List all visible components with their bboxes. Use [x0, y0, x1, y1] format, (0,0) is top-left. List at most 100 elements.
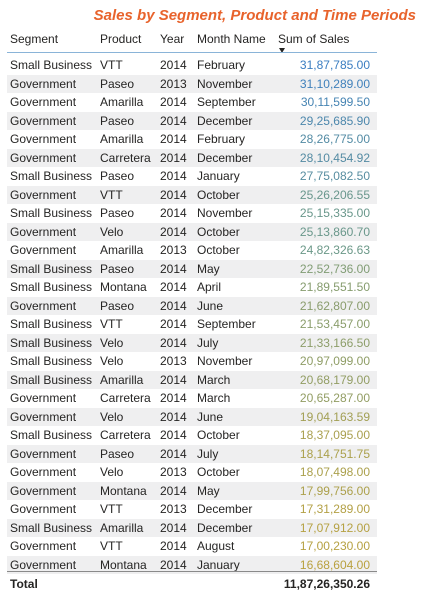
table-row[interactable]: Government Amarilla 2014 February 28,26,775.… [0, 130, 422, 149]
table-row[interactable]: Government Paseo 2013 November 31,10,289.00 [0, 74, 422, 93]
table-row[interactable]: Government Velo 2014 October 25,13,860.70 [0, 222, 422, 241]
table-row[interactable]: Small Business Montana 2014 April 21,89,551.… [0, 278, 422, 297]
cell-year: 2014 [160, 95, 187, 109]
cell-segment: Small Business [10, 317, 93, 331]
cell-segment: Small Business [10, 354, 93, 368]
table-row[interactable]: Government Paseo 2014 December 29,25,685.90 [0, 111, 422, 130]
cell-segment: Government [10, 557, 77, 572]
cell-sum-of-sales: 17,31,289.00 [299, 502, 370, 516]
cell-segment: Government [10, 224, 77, 239]
table-row[interactable]: Government Amarilla 2014 September 30,11,599… [0, 93, 422, 112]
table-row[interactable]: Small Business VTT 2014 September 21,53,457.… [0, 315, 422, 334]
cell-segment: Small Business [10, 428, 93, 442]
table-row[interactable]: Government Carretera 2014 March 20,65,287.00 [0, 389, 422, 408]
cell-sum-of-sales: 17,00,230.00 [299, 539, 370, 553]
cell-sum-of-sales: 27,75,082.50 [299, 169, 370, 183]
table-row[interactable]: Government Montana 2014 May 17,99,756.00 [0, 481, 422, 500]
cell-sum-of-sales: 16,68,604.00 [299, 557, 370, 572]
cell-segment: Government [10, 483, 77, 498]
cell-product: Amarilla [100, 132, 144, 146]
cell-month-name: November [197, 354, 253, 368]
table-row[interactable]: Small Business Paseo 2014 January 27,75,082.… [0, 167, 422, 186]
table-row[interactable]: Government Paseo 2014 June 21,62,807.00 [0, 296, 422, 315]
cell-product: VTT [100, 187, 123, 202]
cell-year: 2013 [160, 502, 187, 516]
cell-year: 2014 [160, 261, 187, 276]
table-row[interactable]: Government Carretera 2014 December 28,10,454… [0, 148, 422, 167]
cell-segment: Government [10, 409, 77, 424]
table-row[interactable]: Government VTT 2014 October 25,26,206.55 [0, 185, 422, 204]
cell-year: 2013 [160, 465, 187, 479]
total-label: Total [10, 577, 38, 591]
cell-sum-of-sales: 25,26,206.55 [299, 187, 370, 202]
table-row[interactable]: Government VTT 2013 December 17,31,289.00 [0, 500, 422, 519]
table-row[interactable]: Government VTT 2014 August 17,00,230.00 [0, 537, 422, 556]
cell-year: 2014 [160, 187, 187, 202]
cell-month-name: July [197, 446, 219, 461]
cell-month-name: December [197, 502, 253, 516]
table-row[interactable]: Small Business Paseo 2014 May 22,52,736.00 [0, 259, 422, 278]
cell-product: Amarilla [100, 520, 144, 535]
cell-year: 2014 [160, 113, 187, 128]
cell-product: Amarilla [100, 95, 144, 109]
cell-month-name: November [197, 76, 253, 91]
table-row[interactable]: Small Business Carretera 2014 October 18,37,… [0, 426, 422, 445]
column-header-product[interactable]: Product [100, 32, 142, 46]
cell-sum-of-sales: 18,14,751.75 [299, 446, 370, 461]
cell-sum-of-sales: 31,87,785.00 [299, 58, 370, 72]
cell-month-name: January [197, 557, 240, 572]
cell-month-name: May [197, 483, 220, 498]
row-stripe [7, 444, 377, 463]
cell-year: 2014 [160, 206, 187, 220]
cell-sum-of-sales: 28,10,454.92 [299, 150, 370, 165]
cell-segment: Small Business [10, 261, 93, 276]
cell-product: Velo [100, 465, 124, 479]
table-row[interactable]: Government Paseo 2014 July 18,14,751.75 [0, 444, 422, 463]
row-stripe [7, 518, 377, 537]
row-stripe [7, 333, 377, 352]
cell-segment: Small Business [10, 520, 93, 535]
column-header-segment[interactable]: Segment [10, 32, 59, 46]
column-header-year[interactable]: Year [160, 32, 185, 46]
table-row[interactable]: Government Velo 2013 October 18,07,498.00 [0, 463, 422, 482]
cell-year: 2013 [160, 243, 187, 257]
cell-sum-of-sales: 29,25,685.90 [299, 113, 370, 128]
cell-product: Montana [100, 557, 147, 572]
cell-sum-of-sales: 21,53,457.00 [299, 317, 370, 331]
cell-year: 2014 [160, 317, 187, 331]
cell-sum-of-sales: 18,07,498.00 [299, 465, 370, 479]
cell-year: 2013 [160, 76, 187, 91]
cell-segment: Government [10, 502, 77, 516]
cell-product: Carretera [100, 150, 151, 165]
row-stripe [7, 296, 377, 315]
cell-year: 2014 [160, 409, 187, 424]
table-row[interactable]: Small Business Paseo 2014 November 25,15,335… [0, 204, 422, 223]
table-row[interactable]: Small Business VTT 2014 February 31,87,785.0… [0, 56, 422, 75]
column-header-month-name[interactable]: Month Name [197, 32, 266, 46]
cell-product: Velo [100, 335, 124, 350]
cell-month-name: March [197, 372, 231, 387]
cell-sum-of-sales: 31,10,289.00 [299, 76, 370, 91]
table-row[interactable]: Government Velo 2014 June 19,04,163.59 [0, 407, 422, 426]
cell-segment: Government [10, 243, 77, 257]
sort-descending-icon[interactable] [279, 48, 285, 53]
cell-month-name: December [197, 520, 253, 535]
table-row[interactable]: Small Business Velo 2014 July 21,33,166.50 [0, 333, 422, 352]
table-row[interactable]: Government Amarilla 2013 October 24,82,326.6… [0, 241, 422, 260]
table-row[interactable]: Government Montana 2014 January 16,68,604.00 [0, 555, 422, 574]
cell-product: Paseo [100, 169, 135, 183]
cell-segment: Small Business [10, 280, 93, 294]
total-divider [7, 571, 377, 572]
cell-product: Paseo [100, 76, 135, 91]
cell-month-name: October [197, 187, 240, 202]
cell-year: 2014 [160, 557, 187, 572]
table-row[interactable]: Small Business Velo 2013 November 20,97,099.… [0, 352, 422, 371]
cell-month-name: December [197, 150, 253, 165]
table-row[interactable]: Small Business Amarilla 2014 December 17,07,… [0, 518, 422, 537]
column-header-sum-of-sales[interactable]: Sum of Sales [278, 32, 350, 46]
cell-sum-of-sales: 28,26,775.00 [299, 132, 370, 146]
row-stripe [7, 407, 377, 426]
cell-product: Carretera [100, 428, 151, 442]
cell-month-name: June [197, 409, 224, 424]
table-row[interactable]: Small Business Amarilla 2014 March 20,68,179… [0, 370, 422, 389]
